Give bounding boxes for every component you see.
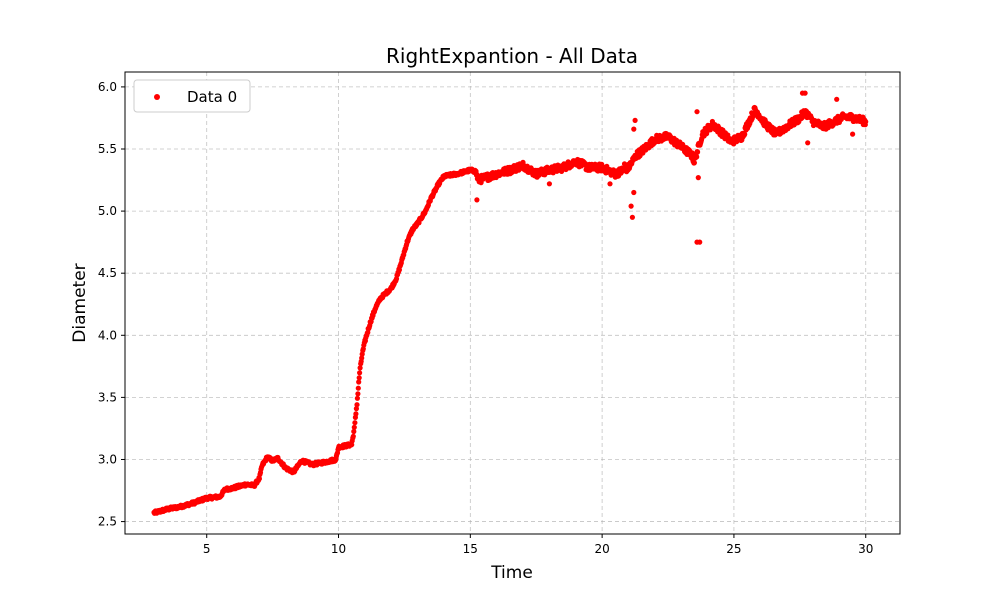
data-point [353,411,359,417]
data-point [632,117,638,123]
data-point [697,239,703,245]
legend-label: Data 0 [187,88,237,106]
x-tick-label: 25 [726,542,741,556]
y-tick-label: 5.5 [98,142,117,156]
chart-title: RightExpantion - All Data [386,44,638,68]
data-point [751,113,757,119]
y-tick-label: 4.0 [98,328,117,342]
data-point [691,160,698,166]
x-tick-label: 20 [594,542,609,556]
y-axis-label: Diameter [70,263,90,342]
data-point [694,109,700,115]
data-point [805,140,811,146]
data-point [356,379,362,385]
data-point [474,197,480,203]
data-point [256,476,262,482]
data-point [629,214,636,220]
data-point [802,90,808,96]
data-point [351,428,357,435]
data-point [834,96,840,102]
grid [125,72,900,534]
y-tick-label: 3.5 [98,390,117,404]
legend-marker [154,94,160,100]
data-point [628,203,634,209]
data-point [357,365,363,371]
data-point [349,442,355,448]
data-point [351,424,357,430]
data-point [355,391,361,397]
data-point [621,161,628,167]
plot-frame [124,71,901,535]
data-point [631,126,637,132]
y-tick-label: 5.0 [98,204,117,218]
data-point [354,395,360,401]
data-point [742,131,748,137]
x-tick-label: 30 [858,542,873,556]
data-point [863,119,869,125]
y-tick-label: 3.0 [98,452,117,466]
data-point [353,406,359,412]
y-tick-label: 4.5 [98,266,117,280]
x-tick-label: 10 [331,542,346,556]
data-point [352,420,358,426]
x-tick-label: 15 [463,542,478,556]
y-tick-label: 6.0 [98,80,117,94]
data-point [631,189,637,196]
data-points [151,90,869,516]
x-tick-label: 5 [203,542,211,556]
data-point [850,131,856,137]
y-tick-label: 2.5 [98,515,117,529]
data-point [354,402,360,408]
axis-ticks: 5 10 15 20 25 30 2.5 3.0 3.5 4.0 4.5 5.0 5.5 6.0 [98,80,873,556]
data-point [359,355,365,361]
data-point [607,181,613,187]
data-point [695,149,701,155]
data-point [357,370,363,376]
x-axis-label: Time [490,563,533,583]
legend: Data 0 [133,79,251,113]
data-point [350,433,356,439]
data-point [695,175,701,181]
data-point [356,375,362,381]
data-point [546,181,553,187]
data-point [355,385,361,391]
legend-box [133,79,251,113]
data-point [694,154,700,160]
